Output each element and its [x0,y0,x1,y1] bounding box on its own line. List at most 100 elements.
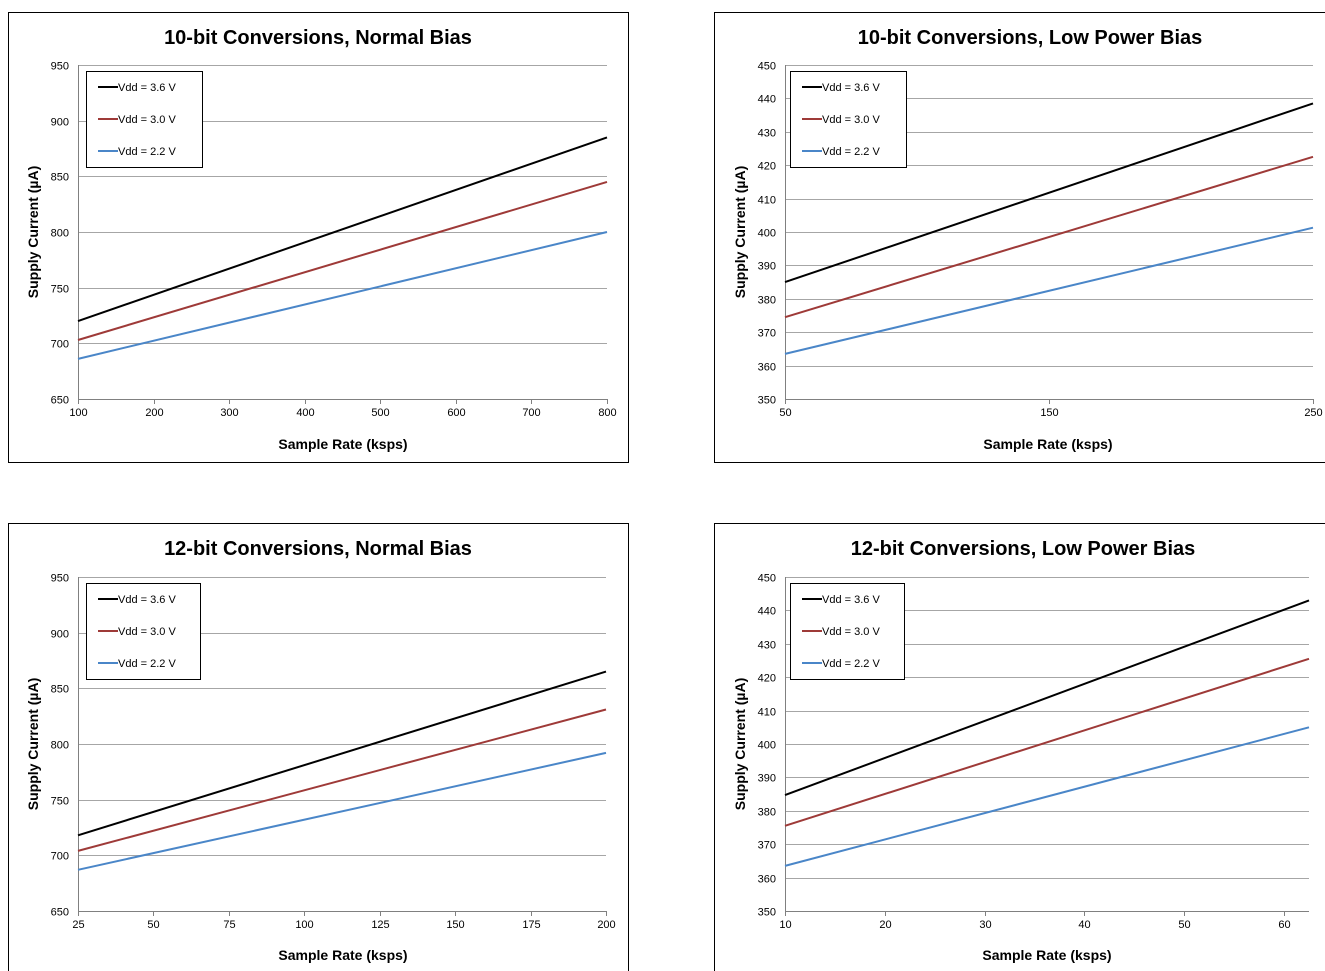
y-tick-label: 850 [51,172,69,184]
y-tick-label: 440 [758,94,776,106]
chart-panel-2: 350 360 370 380 390 400 410 420 430 440 450 50 150 25… [714,12,1325,463]
y-tick-label: 430 [758,640,776,652]
y-tick-label: 440 [758,606,776,618]
series-line-1 [77,136,608,323]
legend-entry: Vdd = 3.0 V [822,114,880,126]
x-tick-label: 50 [1178,919,1190,931]
y-tick-label: 350 [758,907,776,919]
x-tick-label: 30 [979,919,991,931]
y-axis-label: Supply Current (µA) [732,166,748,299]
y-tick-label: 400 [758,740,776,752]
series-line-2 [784,155,1314,319]
x-axis-label: Sample Rate (ksps) [983,436,1112,452]
legend-entry: Vdd = 2.2 V [118,146,176,158]
chart-panel-4: 350 360 370 380 390 400 410 420 430 440 450 10 20 30 4… [714,523,1325,971]
chart-panel-1: 650 700 750 800 850 900 950 100 200 300 400 500 600 7… [8,12,629,463]
x-tick-label: 250 [1304,407,1322,419]
x-tick-label: 50 [779,407,791,419]
series-line-1 [784,102,1314,284]
y-tick-label: 700 [51,851,69,863]
y-tick-label: 700 [51,339,69,351]
y-tick-label: 370 [758,328,776,340]
y-tick-label: 450 [758,573,776,585]
x-tick-label: 200 [145,407,163,419]
y-tick-label: 900 [51,117,69,129]
x-tick-label: 50 [147,919,159,931]
legend: Vdd = 3.6 V Vdd = 3.0 V Vdd = 2.2 V [86,583,201,680]
legend-entry: Vdd = 2.2 V [118,658,176,670]
x-axis-label: Sample Rate (ksps) [278,436,407,452]
y-tick-label: 350 [758,395,776,407]
x-tick-label: 60 [1278,919,1290,931]
y-tick-label: 360 [758,874,776,886]
y-tick-label: 750 [51,284,69,296]
x-tick-label: 100 [295,919,313,931]
legend-entry: Vdd = 3.6 V [822,82,880,94]
y-tick-label: 360 [758,362,776,374]
x-tick-label: 125 [371,919,389,931]
y-axis-label: Supply Current (µA) [732,678,748,811]
chart-panel-3: 650 700 750 800 850 900 950 25 50 75 100 125 150 175 2… [8,523,629,971]
legend-entry: Vdd = 3.6 V [822,594,880,606]
x-tick-label: 800 [598,407,616,419]
series-line-2 [77,708,607,852]
legend-entry: Vdd = 3.0 V [118,626,176,638]
legend-entry: Vdd = 3.6 V [118,82,176,94]
x-tick-label: 10 [779,919,791,931]
x-tick-label: 200 [597,919,615,931]
chart-title: 12-bit Conversions, Low Power Bias [851,538,1196,560]
x-tick-label: 700 [522,407,540,419]
legend-entry: Vdd = 2.2 V [822,658,880,670]
y-tick-label: 450 [758,61,776,73]
y-tick-label: 380 [758,807,776,819]
series-line-1 [77,670,607,837]
y-tick-label: 410 [758,707,776,719]
y-tick-label: 410 [758,195,776,207]
chart-title: 12-bit Conversions, Normal Bias [164,538,472,560]
y-tick-label: 900 [51,629,69,641]
x-tick-label: 20 [879,919,891,931]
x-tick-label: 150 [1040,407,1058,419]
x-tick-label: 150 [446,919,464,931]
y-tick-label: 400 [758,228,776,240]
x-tick-label: 100 [69,407,87,419]
series-line-3 [77,751,607,871]
legend-entry: Vdd = 3.0 V [822,626,880,638]
legend: Vdd = 3.6 V Vdd = 3.0 V Vdd = 2.2 V [790,71,907,168]
chart-title: 10-bit Conversions, Normal Bias [164,27,472,49]
y-tick-label: 950 [51,61,69,73]
x-tick-label: 300 [220,407,238,419]
series-line-3 [784,726,1310,867]
series-line-1 [784,599,1310,797]
y-tick-label: 800 [51,740,69,752]
series-line-3 [77,231,608,360]
y-tick-label: 800 [51,228,69,240]
x-tick-label: 600 [447,407,465,419]
y-tick-label: 650 [51,395,69,407]
series-line-2 [77,180,608,341]
x-tick-label: 75 [223,919,235,931]
y-tick-label: 420 [758,161,776,173]
x-tick-label: 40 [1078,919,1090,931]
series-line-2 [784,657,1310,827]
y-tick-label: 950 [51,573,69,585]
legend-entry: Vdd = 3.6 V [118,594,176,606]
x-axis-label: Sample Rate (ksps) [982,947,1111,963]
x-tick-label: 25 [72,919,84,931]
y-tick-label: 650 [51,907,69,919]
y-tick-label: 380 [758,295,776,307]
y-tick-label: 430 [758,128,776,140]
y-tick-label: 370 [758,840,776,852]
y-axis-label: Supply Current (µA) [25,166,41,299]
x-tick-label: 400 [296,407,314,419]
x-tick-label: 500 [371,407,389,419]
legend: Vdd = 3.6 V Vdd = 3.0 V Vdd = 2.2 V [86,71,203,168]
y-tick-label: 420 [758,673,776,685]
legend: Vdd = 3.6 V Vdd = 3.0 V Vdd = 2.2 V [790,583,905,680]
y-axis-label: Supply Current (µA) [25,678,41,811]
legend-entry: Vdd = 3.0 V [118,114,176,126]
x-axis-label: Sample Rate (ksps) [278,947,407,963]
y-tick-label: 390 [758,773,776,785]
series-line-3 [784,226,1314,355]
